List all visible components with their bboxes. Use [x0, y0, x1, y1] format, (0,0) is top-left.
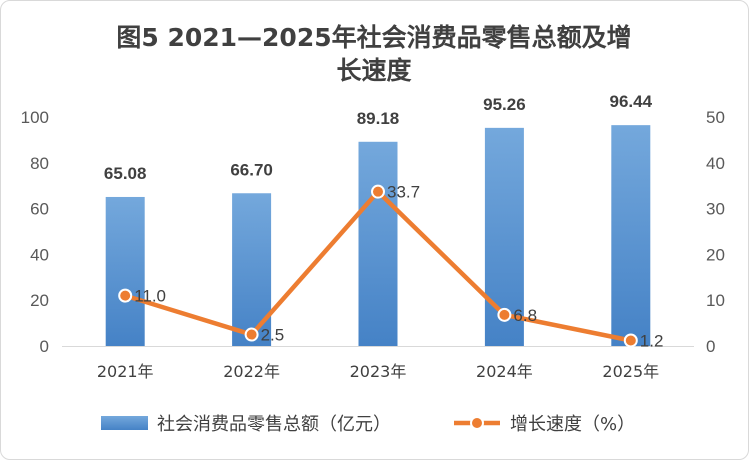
legend-line-label: 增长速度（%）	[510, 414, 635, 435]
bar-data-label: 95.26	[483, 95, 526, 114]
line-series: 11.0 2.5 33.7 6.8 1.2	[118, 183, 664, 351]
legend: 社会消费品零售总额（亿元） 增长速度（%）	[101, 414, 635, 435]
y-axis-right: 0 10 20 30 40 50	[706, 108, 725, 356]
x-tick-label: 2021年	[97, 362, 154, 381]
y-right-tick-label: 40	[706, 154, 725, 173]
line-data-label: 1.2	[640, 332, 664, 351]
x-tick-label: 2024年	[476, 362, 533, 381]
bar	[232, 193, 272, 346]
y-right-tick-label: 10	[706, 291, 725, 310]
y-right-tick-label: 20	[706, 245, 725, 264]
bar	[105, 196, 145, 346]
line-data-label: 33.7	[387, 183, 420, 202]
legend-bar-label: 社会消费品零售总额（亿元）	[157, 414, 391, 435]
bar	[611, 125, 651, 346]
bar-data-label: 65.08	[104, 164, 147, 183]
legend-bar-swatch	[101, 416, 148, 430]
legend-line-marker	[470, 416, 484, 430]
x-tick-label: 2025年	[602, 362, 659, 381]
line-point	[371, 184, 385, 199]
bar-data-label: 96.44	[610, 92, 653, 111]
line-point	[244, 327, 259, 342]
y-right-tick-label: 30	[706, 200, 725, 219]
y-left-tick-label: 0	[40, 337, 49, 356]
y-left-tick-label: 60	[30, 200, 49, 219]
line-point	[623, 333, 638, 348]
y-left-tick-label: 20	[30, 291, 49, 310]
bar	[358, 141, 398, 346]
y-left-tick-label: 40	[30, 245, 49, 264]
line-point	[118, 288, 133, 303]
y-right-tick-label: 0	[706, 337, 715, 356]
bar-data-label: 66.70	[230, 160, 273, 179]
line-data-label: 11.0	[134, 287, 166, 306]
x-tick-label: 2023年	[350, 362, 407, 381]
y-right-tick-label: 50	[706, 108, 725, 127]
y-left-tick-label: 80	[30, 154, 49, 173]
x-axis: 2021年 2022年 2023年 2024年 2025年	[62, 346, 694, 381]
chart-title-line-1: 图5 2021—2025年社会消费品零售总额及增	[116, 23, 631, 52]
chart-title-line-2: 长速度	[336, 56, 411, 85]
bar-series: 65.08 66.70 89.18 95.26 96.44	[104, 92, 653, 346]
y-left-tick-label: 100	[21, 108, 49, 127]
x-tick-label: 2022年	[223, 362, 280, 381]
bar-data-label: 89.18	[357, 109, 400, 128]
line-data-label: 6.8	[513, 306, 537, 325]
y-axis-left: 0 20 40 60 80 100	[21, 108, 49, 356]
line-point	[497, 307, 512, 322]
line-data-label: 2.5	[261, 326, 285, 345]
